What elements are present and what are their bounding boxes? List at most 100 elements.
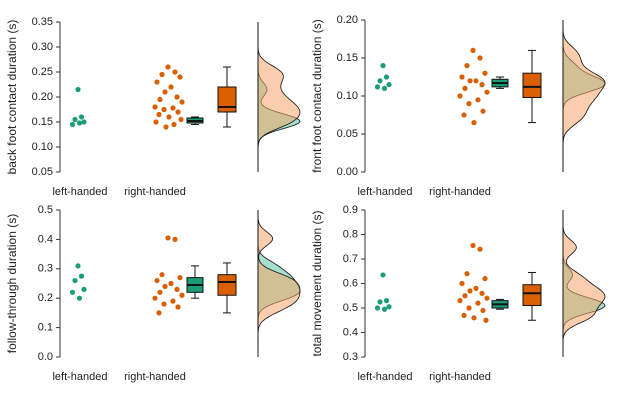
y-tick-label: 0.3 [38,263,53,275]
data-point [157,96,163,103]
x-tick-label: right-handed [429,371,491,383]
data-point [381,306,388,312]
data-point [165,64,171,70]
y-tick-label: 0.5 [38,204,53,216]
data-point [457,298,463,304]
y-tick-label: 0.10 [337,90,358,102]
y-tick-label: 0.2 [38,292,53,304]
data-point [457,93,463,99]
data-point [69,121,76,128]
y-axis-label: back foot contact duration (s) [5,20,19,175]
box [522,284,542,307]
box [217,86,237,113]
y-tick-label: 0.20 [337,14,358,26]
data-point [473,78,479,84]
data-point [482,276,488,282]
data-point [464,63,470,69]
data-point [157,289,163,295]
x-tick-label: right-handed [429,186,491,198]
data-point [75,263,81,269]
density [257,22,301,172]
data-point [152,104,158,110]
data-point [154,79,160,85]
y-tick-label: 0.4 [343,326,358,338]
y-axis-label: front foot contact duration (s) [310,19,324,172]
data-point [479,82,485,88]
data-point [174,94,180,100]
data-point [172,69,178,75]
data-point [156,111,162,118]
data-point [162,89,168,95]
data-point [159,71,165,78]
y-tick-label: 0.3 [343,351,358,363]
y-tick-label: 0.15 [337,52,358,64]
data-point [165,235,171,241]
y-axis-label: total movement duration (s) [310,210,324,356]
data-point [473,285,479,291]
box [522,72,542,99]
data-point [374,84,381,90]
y-axis-label: follow-through duration (s) [5,214,19,353]
data-point [471,315,477,321]
data-point [374,305,381,311]
y-tick-label: 0.30 [32,41,53,53]
data-point [462,293,468,299]
data-point [467,288,473,294]
data-point [482,70,488,76]
y-tick-label: 0.15 [32,116,53,128]
data-point [383,298,390,304]
data-point [159,272,165,278]
y-tick-label: 0.7 [343,253,358,265]
x-tick-label: left-handed [357,371,412,383]
data-point [461,112,467,118]
data-point [466,305,472,311]
data-point [171,121,177,128]
y-tick-label: 0.6 [343,277,358,289]
data-point [75,86,81,93]
data-point [466,101,472,107]
y-tick-label: 0.00 [337,166,358,178]
y-tick-label: 0.9 [343,204,358,216]
y-tick-label: 0.8 [343,228,358,240]
data-point [156,310,162,316]
density [562,20,606,172]
data-point [168,280,174,287]
data-point [380,272,386,278]
data-point [383,74,390,80]
x-tick-label: left-handed [52,371,107,383]
y-tick-label: 0.25 [32,66,53,78]
data-point [177,74,183,80]
data-point [377,78,383,84]
y-tick-label: 0.0 [38,351,53,363]
data-point [78,273,85,279]
data-point [477,55,483,61]
data-point [69,289,76,295]
data-point [81,119,87,125]
data-point [386,304,392,310]
y-tick-label: 0.20 [32,91,53,103]
data-point [459,74,465,80]
data-point [471,120,477,126]
data-point [475,97,481,103]
x-tick-label: left-handed [357,186,412,198]
data-point [461,312,467,318]
data-point [480,108,486,114]
data-point [162,283,168,290]
data-point [470,47,476,54]
data-point [484,89,490,95]
data-point [179,99,185,105]
data-point [462,85,468,91]
x-tick-label: left-handed [52,186,107,198]
data-point [480,307,486,314]
y-tick-label: 0.05 [32,166,53,178]
data-point [81,286,87,292]
data-point [76,295,83,301]
data-point [470,242,476,249]
data-point [475,300,481,306]
y-tick-label: 0.35 [32,16,53,28]
y-tick-label: 0.05 [337,128,358,140]
density [562,210,606,357]
data-point [174,286,180,292]
data-point [175,304,181,310]
data-point [161,106,167,113]
